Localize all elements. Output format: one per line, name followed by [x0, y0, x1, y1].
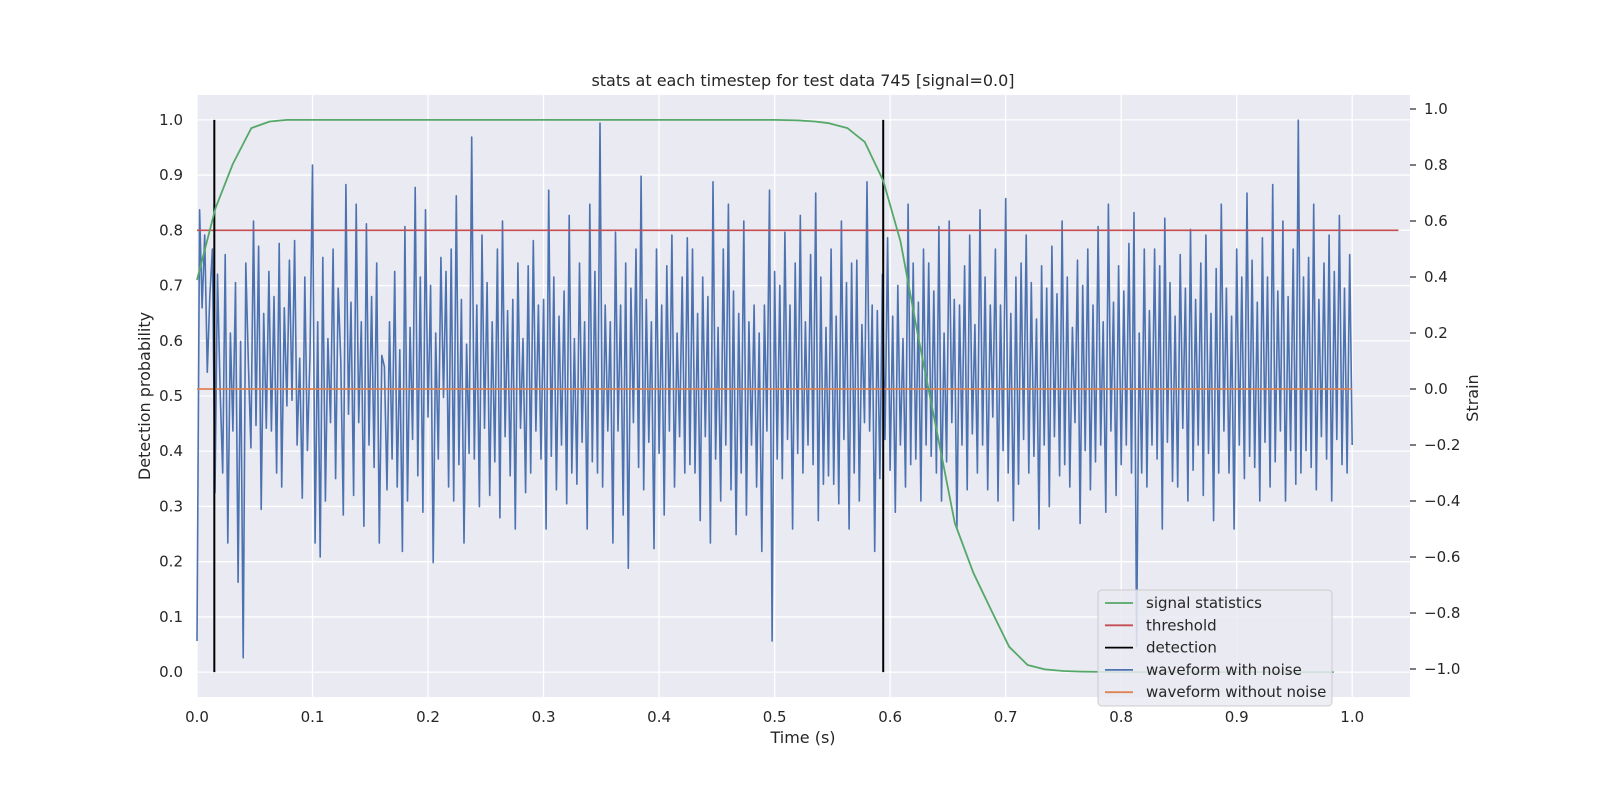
x-tick-label: 1.0	[1340, 708, 1364, 726]
y2-tick-label: 0.6	[1424, 212, 1448, 230]
x-tick-label: 0.5	[763, 708, 787, 726]
left-axis-ticks: 0.0 0.1 0.2 0.3 0.4 0.5 0.6 0.7 0.8 0.9 1.0	[159, 111, 183, 681]
legend-detection-label: detection	[1146, 639, 1217, 657]
x-tick-label: 0.0	[185, 708, 209, 726]
x-axis-ticks: 0.0 0.1 0.2 0.3 0.4 0.5 0.6 0.7 0.8 0.9 1.0	[185, 708, 1364, 726]
y-tick-label: 0.7	[159, 277, 183, 295]
x-tick-label: 0.7	[994, 708, 1018, 726]
y2-tick-label: 0.4	[1424, 268, 1448, 286]
signal-statistics-line	[196, 119, 1334, 673]
y-tick-label: 0.9	[159, 166, 183, 184]
right-axis-ticks: −1.0 −0.8 −0.6 −0.4 −0.2 0.0 0.2 0.4 0.6 0.8 1.0	[1410, 100, 1460, 678]
x-axis-label: Time (s)	[769, 728, 835, 747]
waveform-with-noise-line	[196, 119, 1353, 659]
y2-axis-label: Strain	[1463, 374, 1482, 421]
y-tick-label: 0.2	[159, 553, 183, 571]
x-tick-label: 0.9	[1225, 708, 1249, 726]
legend-box	[1097, 589, 1333, 707]
x-tick-label: 0.4	[647, 708, 671, 726]
y-tick-label: 0.5	[159, 387, 183, 405]
x-tick-label: 0.8	[1109, 708, 1133, 726]
x-tick-label: 0.6	[878, 708, 902, 726]
y2-tick-label: −0.8	[1424, 604, 1460, 622]
legend-waveform-with-noise-label: waveform with noise	[1146, 661, 1302, 679]
y-tick-label: 0.1	[159, 608, 183, 626]
y-tick-label: 0.3	[159, 497, 183, 515]
series-layer	[196, 119, 1399, 673]
y2-tick-label: −0.6	[1424, 548, 1460, 566]
y-tick-label: 0.6	[159, 332, 183, 350]
x-tick-label: 0.3	[532, 708, 556, 726]
legend-waveform-without-noise-label: waveform without noise	[1146, 683, 1326, 701]
y2-tick-label: 0.2	[1424, 324, 1448, 342]
legend-signal-statistics-label: signal statistics	[1146, 594, 1262, 612]
y-tick-label: 0.4	[159, 442, 183, 460]
chart-title: stats at each timestep for test data 745…	[591, 71, 1014, 90]
x-tick-label: 0.2	[416, 708, 440, 726]
x-tick-label: 0.1	[301, 708, 325, 726]
y2-tick-label: −0.4	[1424, 492, 1460, 510]
y2-tick-label: 1.0	[1424, 100, 1448, 118]
y2-tick-label: −1.0	[1424, 660, 1460, 678]
legend: signal statistics threshold detection wavef…	[1097, 589, 1333, 707]
y2-tick-label: −0.2	[1424, 436, 1460, 454]
y2-tick-label: 0.8	[1424, 156, 1448, 174]
y2-tick-label: 0.0	[1424, 380, 1448, 398]
y-tick-label: 1.0	[159, 111, 183, 129]
y-tick-label: 0.0	[159, 663, 183, 681]
y-tick-label: 0.8	[159, 221, 183, 239]
legend-threshold-label: threshold	[1146, 616, 1217, 634]
y-axis-label: Detection probability	[135, 312, 154, 480]
